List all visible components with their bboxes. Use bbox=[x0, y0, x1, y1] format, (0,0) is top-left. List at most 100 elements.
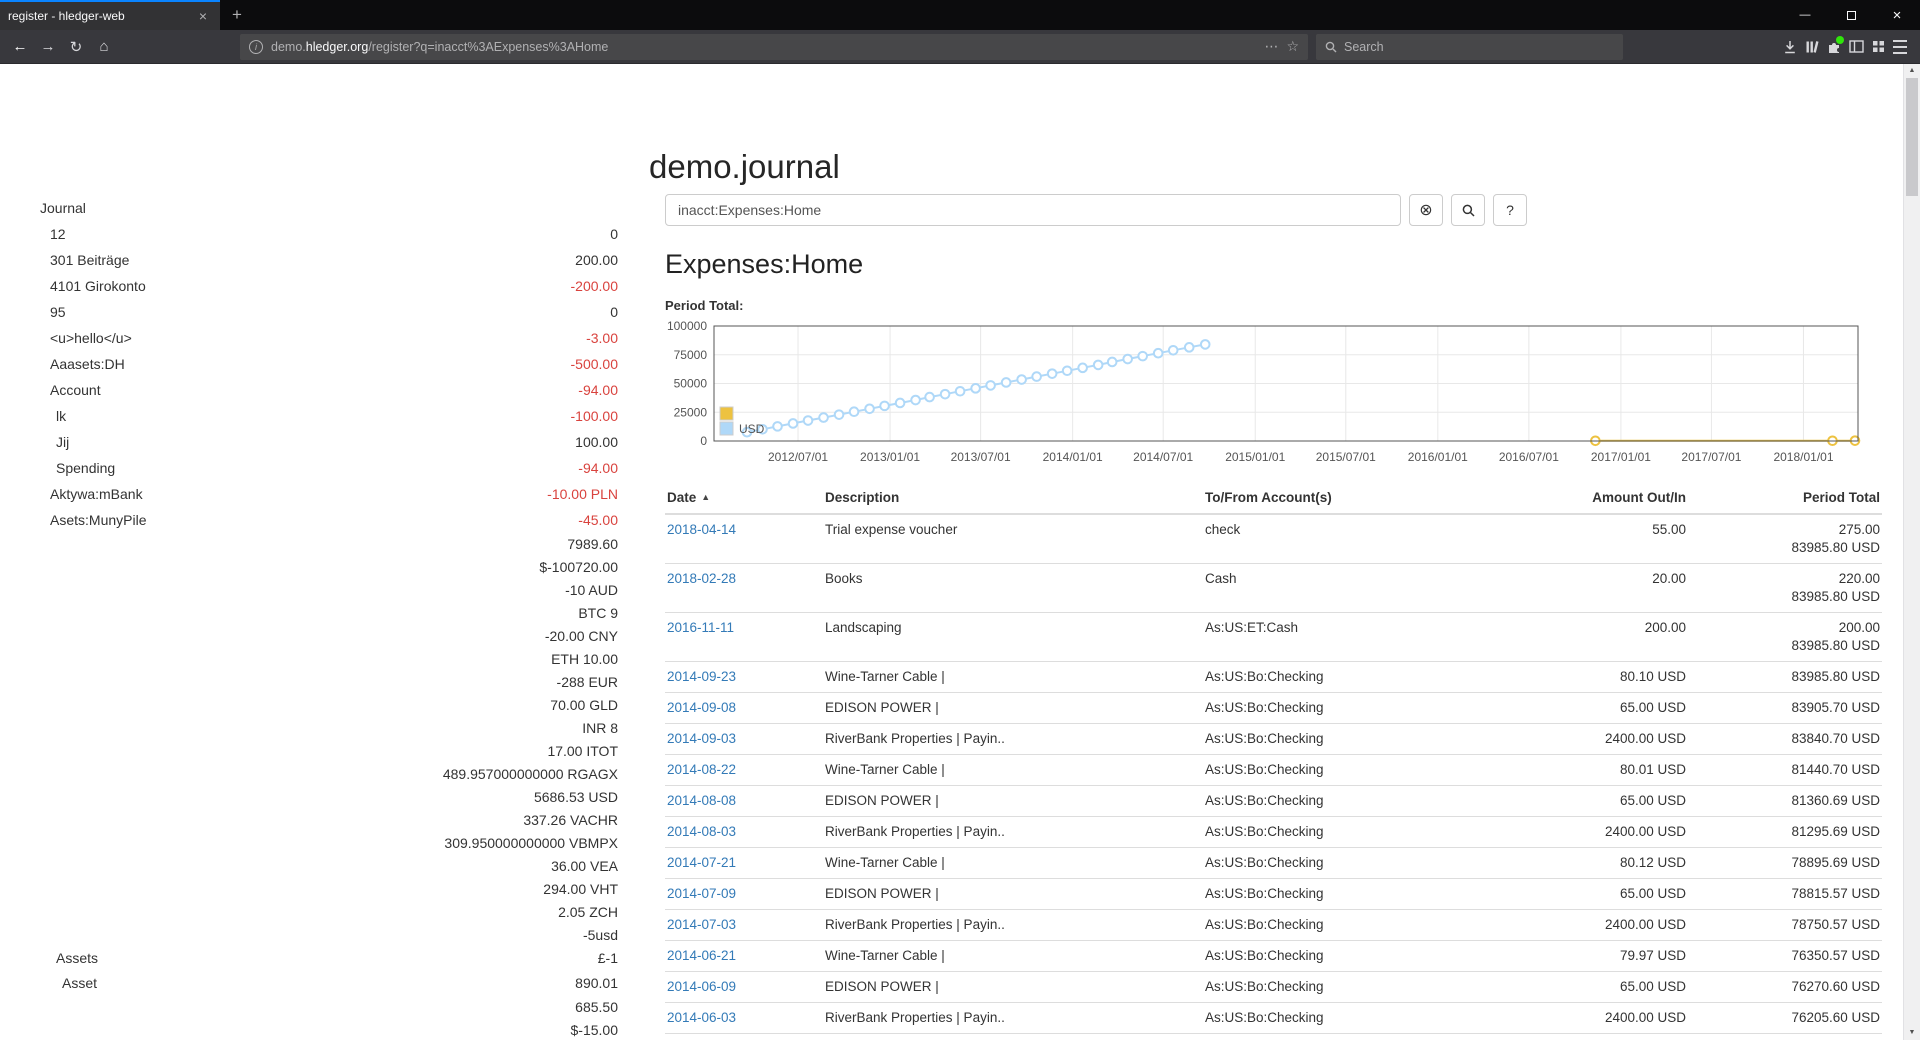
period-total-cell: 83985.80 USD bbox=[1688, 661, 1882, 693]
column-header-amount: Amount Out/In bbox=[1455, 482, 1688, 515]
date-cell: 2014-08-03 bbox=[665, 816, 825, 848]
account-link[interactable]: 4101 Girokonto bbox=[50, 278, 146, 294]
sidebar-toggle-button[interactable] bbox=[1845, 34, 1867, 60]
chart-data-point bbox=[848, 406, 860, 418]
chart-data-point bbox=[1199, 339, 1211, 350]
account-cell: Cash bbox=[1205, 563, 1455, 613]
balance-amount: 309.950000000000 VBMPX bbox=[444, 835, 618, 851]
site-info-icon[interactable]: i bbox=[249, 39, 263, 54]
tab-close-icon[interactable]: × bbox=[198, 8, 208, 24]
home-button[interactable]: ⌂ bbox=[99, 38, 109, 55]
account-link[interactable]: 95 bbox=[50, 304, 66, 320]
account-link[interactable]: 301 Beiträge bbox=[50, 252, 130, 268]
balance-amount: BTC 9 bbox=[578, 605, 618, 621]
help-button[interactable]: ? bbox=[1493, 194, 1527, 226]
date-link[interactable]: 2014-08-08 bbox=[667, 793, 737, 808]
download-icon bbox=[1785, 40, 1795, 53]
account-link[interactable]: lk bbox=[56, 408, 67, 424]
column-header-date[interactable]: Date ▲ bbox=[665, 482, 825, 515]
register-row: 2014-06-03 RiverBank Properties | Payin..… bbox=[665, 1002, 1882, 1034]
x-axis-label: 2016/01/01 bbox=[1408, 450, 1468, 464]
account-link[interactable]: 12 bbox=[50, 226, 66, 242]
account-cell: As:US:Bo:Checking bbox=[1205, 971, 1455, 1003]
date-link[interactable]: 2014-07-21 bbox=[667, 855, 737, 870]
scroll-up-icon[interactable]: ▲ bbox=[1908, 67, 1916, 74]
balance-amount: 2.05 ZCH bbox=[558, 904, 618, 920]
account-link[interactable]: Asset bbox=[62, 975, 98, 991]
query-input[interactable] bbox=[665, 194, 1401, 226]
date-link[interactable]: 2018-02-28 bbox=[667, 571, 737, 586]
maximize-button[interactable] bbox=[1828, 0, 1874, 30]
date-link[interactable]: 2014-09-03 bbox=[667, 731, 737, 746]
x-axis-label: 2015/01/01 bbox=[1225, 450, 1285, 464]
period-total-cell: 73805.60 USD bbox=[1688, 1033, 1882, 1040]
journal-link[interactable]: Journal bbox=[40, 200, 86, 216]
scrollbar-thumb[interactable] bbox=[1906, 78, 1918, 196]
account-cell: As:US:Bo:Checking bbox=[1205, 754, 1455, 786]
amount-cell: 80.12 USD bbox=[1455, 847, 1688, 879]
scrollbar[interactable]: ▲ ▼ bbox=[1903, 64, 1920, 1040]
date-link[interactable]: 2014-06-21 bbox=[667, 948, 737, 963]
description-cell: RiverBank Properties | Payin.. bbox=[825, 723, 1205, 755]
date-link[interactable]: 2016-11-11 bbox=[667, 620, 735, 635]
close-button[interactable]: × bbox=[1892, 6, 1902, 24]
date-link[interactable]: 2014-06-09 bbox=[667, 979, 737, 994]
account-cell: As:US:Bo:Checking bbox=[1205, 847, 1455, 879]
forward-button[interactable]: → bbox=[40, 38, 56, 55]
date-link[interactable]: 2014-08-22 bbox=[667, 762, 737, 777]
account-link[interactable]: <u>hello</u> bbox=[50, 330, 132, 346]
download-button[interactable] bbox=[1779, 34, 1801, 60]
library-button[interactable] bbox=[1801, 34, 1823, 60]
date-link[interactable]: 2014-07-03 bbox=[667, 917, 737, 932]
account-link[interactable]: Spending bbox=[56, 460, 116, 476]
total-amount: 83985.80 USD bbox=[1791, 540, 1880, 555]
y-axis-label: 50000 bbox=[674, 377, 708, 391]
reload-button[interactable]: ↻ bbox=[69, 38, 83, 56]
description-cell: EDISON POWER | bbox=[825, 971, 1205, 1003]
date-link[interactable]: 2018-04-14 bbox=[667, 522, 737, 537]
bookmark-star-icon[interactable]: ☆ bbox=[1286, 38, 1299, 54]
date-link[interactable]: 2014-07-09 bbox=[667, 886, 737, 901]
description-cell: Wine-Tarner Cable | bbox=[825, 940, 1205, 972]
total-amount: 83985.80 USD bbox=[1791, 669, 1880, 684]
date-link[interactable]: 2014-09-23 bbox=[667, 669, 737, 684]
navigation-toolbar: ← → ↻ ⌂ i demo.hledger.org/register?q=in… bbox=[0, 30, 1920, 64]
browser-tab[interactable]: register - hledger-web × bbox=[0, 0, 220, 30]
scroll-down-icon[interactable]: ▼ bbox=[1908, 1029, 1916, 1036]
sidebar-account-row: Asset 890.01 bbox=[40, 970, 618, 996]
balance-amount: $-100720.00 bbox=[539, 559, 618, 575]
account-link[interactable]: Account bbox=[50, 382, 101, 398]
url-bar[interactable]: i demo.hledger.org/register?q=inacct%3AE… bbox=[240, 33, 1308, 60]
minimize-button[interactable]: — bbox=[1799, 9, 1811, 21]
back-button[interactable]: ← bbox=[12, 38, 28, 55]
period-total-cell: 81440.70 USD bbox=[1688, 754, 1882, 786]
date-link[interactable]: 2014-06-03 bbox=[667, 1010, 737, 1025]
date-link[interactable]: 2014-08-03 bbox=[667, 824, 737, 839]
account-link[interactable]: Asets:MunyPile bbox=[50, 512, 147, 528]
extension-button[interactable] bbox=[1823, 34, 1845, 60]
description-cell: RiverBank Properties | Payin.. bbox=[825, 1002, 1205, 1034]
account-cell: check bbox=[1205, 513, 1455, 564]
register-row: 2018-02-28 Books Cash 20.00 220.00 83985.80 U… bbox=[665, 563, 1882, 613]
date-link[interactable]: 2014-09-08 bbox=[667, 700, 737, 715]
balance-amount: -5usd bbox=[582, 927, 618, 943]
balance-amount: -45.00 bbox=[578, 512, 618, 528]
chart-data-point bbox=[1092, 359, 1104, 371]
account-link[interactable]: Jij bbox=[56, 434, 70, 450]
sidebar-account-row: 12 0 bbox=[40, 221, 618, 247]
apps-grid-button[interactable] bbox=[1867, 34, 1889, 60]
account-link[interactable]: Aaasets:DH bbox=[50, 356, 125, 372]
search-submit-button[interactable] bbox=[1451, 194, 1485, 226]
journal-title: demo.journal bbox=[649, 148, 840, 185]
clear-query-button[interactable]: ⊗ bbox=[1409, 194, 1443, 226]
menu-button[interactable] bbox=[1889, 34, 1911, 60]
total-amount: 78750.57 USD bbox=[1791, 917, 1880, 932]
description-cell: EDISON POWER | bbox=[825, 878, 1205, 910]
new-tab-button[interactable]: + bbox=[232, 5, 242, 24]
account-link[interactable]: Assets bbox=[56, 950, 99, 966]
browser-search-bar[interactable]: Search bbox=[1316, 33, 1623, 60]
grid-icon bbox=[1872, 41, 1884, 52]
register-row: 2014-06-21 Wine-Tarner Cable | As:US:Bo:Ch… bbox=[665, 940, 1882, 972]
account-link[interactable]: Aktywa:mBank bbox=[50, 486, 143, 502]
page-actions-icon[interactable]: ⋯ bbox=[1264, 38, 1279, 54]
